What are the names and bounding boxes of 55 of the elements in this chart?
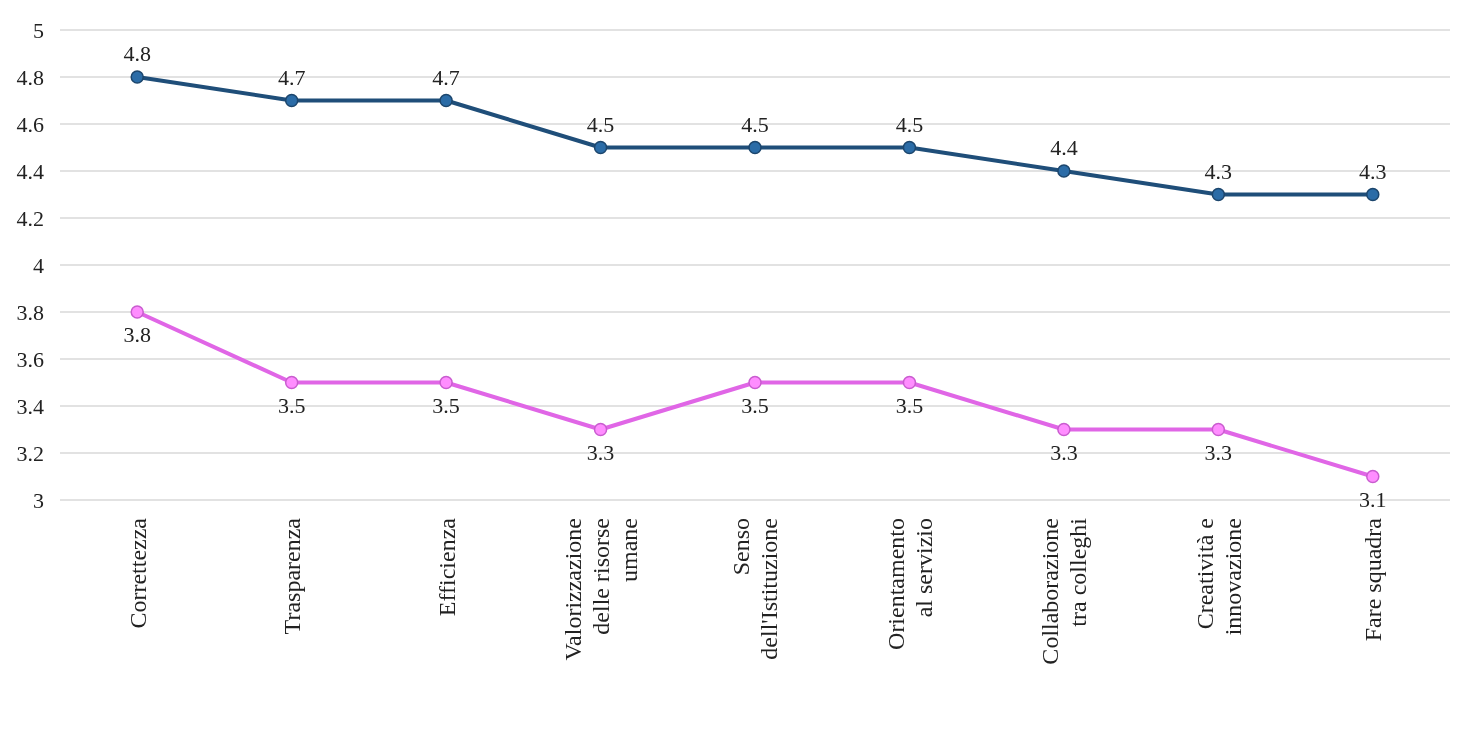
x-tick-label: Creatività e innovazione bbox=[1191, 518, 1246, 636]
point bbox=[902, 375, 917, 390]
point bbox=[284, 93, 299, 108]
point bbox=[1211, 422, 1226, 437]
point bbox=[593, 140, 608, 155]
data-label: 3.1 bbox=[1359, 486, 1387, 512]
point bbox=[284, 375, 299, 390]
data-label: 4.7 bbox=[432, 64, 460, 90]
y-tick-label: 4.6 bbox=[16, 111, 44, 137]
x-tick-label: Efficienza bbox=[433, 517, 460, 617]
data-label: 4.5 bbox=[895, 111, 924, 137]
point bbox=[1366, 469, 1380, 484]
data-label: 3.3 bbox=[586, 439, 615, 465]
data-label: 3.5 bbox=[895, 392, 924, 418]
data-label: 4.7 bbox=[277, 64, 306, 90]
y-tick-label: 3.6 bbox=[16, 346, 44, 372]
y-tick-label: 4.8 bbox=[16, 64, 44, 90]
data-label: 4.5 bbox=[586, 111, 615, 137]
x-tick-label: Collaborazione tra colleghi bbox=[1037, 517, 1092, 665]
y-tick-label: 4 bbox=[33, 252, 44, 278]
data-label: 3.3 bbox=[1204, 439, 1233, 465]
y-tick-label: 4.2 bbox=[16, 205, 44, 231]
point bbox=[902, 140, 917, 155]
y-tick-label: 3.2 bbox=[16, 440, 44, 466]
point bbox=[1057, 164, 1071, 178]
x-tick-label: Correttezza bbox=[124, 517, 151, 629]
data-label: 3.5 bbox=[741, 392, 769, 418]
x-tick-label: Orientamento al servizio bbox=[882, 518, 937, 650]
data-label: 4.8 bbox=[123, 41, 151, 66]
point bbox=[748, 140, 762, 155]
point bbox=[1057, 422, 1071, 437]
point bbox=[1366, 187, 1380, 202]
point bbox=[439, 375, 453, 390]
y-tick-label: 4.4 bbox=[16, 158, 44, 184]
data-label: 3.5 bbox=[432, 392, 460, 418]
y-tick-label: 3 bbox=[33, 487, 44, 513]
x-tick-label: Valorizzazione delle risorse umane bbox=[559, 518, 642, 661]
data-label: 3.8 bbox=[123, 322, 151, 347]
data-label: 3.5 bbox=[277, 392, 306, 418]
y-tick-label: 5 bbox=[33, 17, 44, 43]
data-label: 3.3 bbox=[1050, 439, 1078, 465]
data-label: 4.3 bbox=[1204, 158, 1233, 184]
point bbox=[439, 93, 453, 108]
point bbox=[748, 375, 762, 390]
y-tick-label: 3.8 bbox=[16, 299, 44, 325]
data-label: 4.5 bbox=[741, 111, 769, 137]
point bbox=[130, 305, 144, 319]
x-tick-label: Fare squadra bbox=[1360, 517, 1387, 642]
data-label: 4.4 bbox=[1050, 135, 1078, 160]
point bbox=[130, 70, 144, 84]
x-tick-label: Trasparenza bbox=[279, 517, 306, 635]
point bbox=[1211, 187, 1226, 202]
data-label: 4.3 bbox=[1359, 158, 1387, 184]
point bbox=[593, 422, 608, 437]
y-tick-label: 3.4 bbox=[16, 393, 44, 419]
